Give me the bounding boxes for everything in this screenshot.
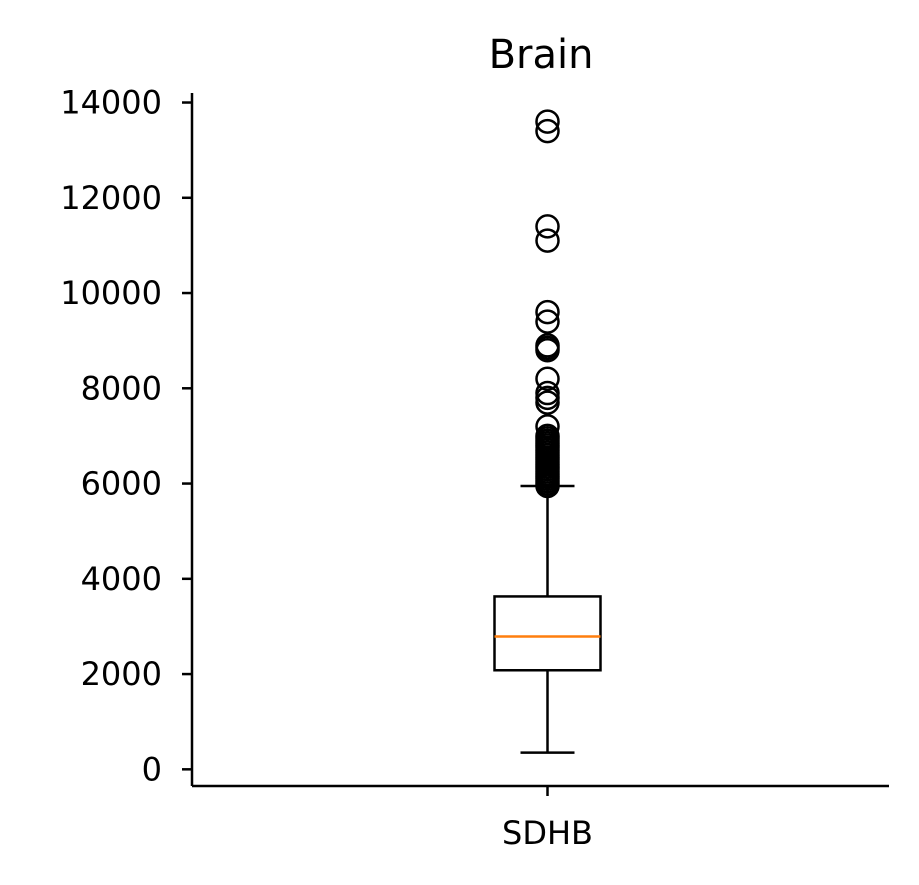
chart-title: Brain: [489, 32, 594, 78]
outlier-point: [535, 414, 560, 439]
y-tick-label: 2000: [81, 655, 162, 693]
outlier-point: [535, 366, 560, 392]
outlier-point: [535, 309, 560, 334]
x-tick-label: SDHB: [502, 814, 593, 852]
outlier-point: [535, 299, 560, 325]
y-tick-label: 4000: [81, 560, 162, 598]
plot-area: [493, 109, 602, 754]
y-tick-label: 12000: [60, 179, 162, 217]
y-tick-label: 10000: [60, 274, 162, 312]
outlier-point: [535, 118, 560, 144]
y-tick-label: 6000: [81, 465, 162, 503]
axes: 0 2000 4000 6000 8000 10000 12000 14000 SDHB: [60, 84, 889, 852]
iqr-box: [493, 595, 602, 672]
outlier-point: [535, 423, 560, 449]
y-tick-label: 0: [142, 750, 162, 788]
y-tick-label: 14000: [60, 84, 162, 122]
outlier-point: [535, 214, 560, 239]
y-tick-label: 8000: [81, 369, 162, 407]
outlier-point: [535, 333, 560, 358]
outlier-point: [535, 109, 560, 134]
outlier-point: [535, 228, 560, 253]
outlier-point: [535, 380, 560, 406]
